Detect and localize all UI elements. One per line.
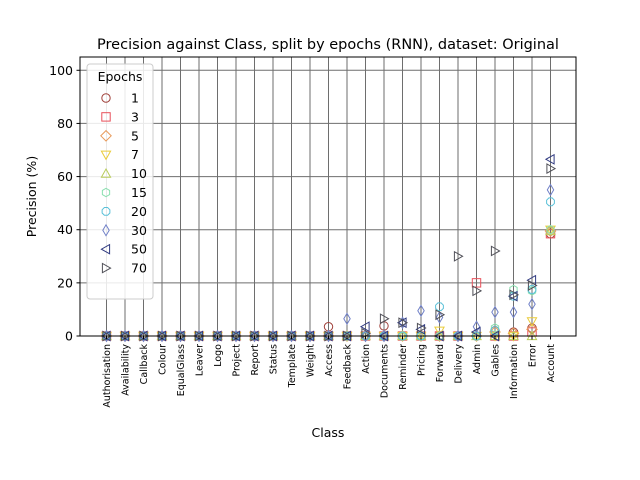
data-point	[471, 278, 482, 288]
data-point	[527, 280, 538, 291]
legend-label: 7	[131, 147, 139, 162]
legend-label: 70	[131, 261, 147, 276]
data-point	[509, 305, 518, 319]
data-point	[472, 320, 481, 334]
data-point	[546, 163, 557, 175]
data-point	[453, 250, 464, 262]
x-tick-label: Colour	[158, 344, 169, 375]
x-tick-label: Documents	[380, 344, 391, 398]
x-tick-label: Callback	[139, 344, 150, 385]
legend-title: Epochs	[98, 69, 143, 84]
legend-marker	[101, 262, 112, 274]
y-axis-label: Precision (%)	[24, 156, 39, 237]
legend-label: 1	[131, 91, 139, 106]
data-point	[435, 302, 444, 312]
x-tick-label: Weight	[306, 344, 317, 377]
legend-label: 15	[131, 185, 147, 200]
data-point	[359, 321, 370, 333]
legend-box	[86, 63, 154, 300]
data-point	[416, 322, 427, 334]
x-tick-label: Template	[287, 344, 298, 389]
y-tick-label: 60	[57, 169, 73, 184]
data-point	[528, 297, 536, 311]
x-tick-label: Reminder	[398, 344, 409, 390]
x-tick-label: Admin	[472, 344, 483, 374]
data-point	[417, 304, 425, 318]
x-tick-label: Availability	[121, 344, 132, 396]
x-tick-label: Authorisation	[102, 344, 113, 408]
data-point	[435, 309, 446, 321]
data-point	[490, 245, 501, 257]
data-point	[415, 323, 426, 335]
data-point	[526, 317, 538, 328]
data-point	[472, 285, 483, 297]
legend-marker	[100, 243, 111, 255]
data-point	[544, 153, 555, 165]
chart-title: Precision against Class, split by epochs…	[97, 37, 559, 53]
y-tick-label: 20	[57, 275, 73, 290]
x-tick-label: Action	[361, 344, 372, 374]
legend-marker	[101, 187, 111, 198]
data-point	[490, 323, 500, 333]
x-axis: Authorisation Availability Callback Colour E…	[102, 336, 557, 408]
data-point	[546, 197, 555, 207]
legend-label: 50	[131, 242, 147, 257]
x-tick-label: Forward	[435, 344, 446, 382]
data-point	[398, 331, 407, 341]
data-point	[507, 290, 518, 302]
data-point	[398, 317, 409, 329]
x-tick-label: EqualGlass	[176, 344, 187, 396]
x-tick-label: Access	[324, 344, 335, 377]
x-tick-label: Delivery	[454, 344, 465, 384]
data-point	[546, 224, 555, 235]
data-point	[490, 326, 500, 336]
legend-label: 20	[131, 204, 147, 219]
y-tick-label: 80	[57, 116, 73, 131]
x-tick-label: Information	[509, 344, 520, 399]
data-point	[546, 183, 555, 197]
x-tick-label: Report	[250, 344, 261, 376]
data-point	[343, 312, 351, 326]
legend-label: 30	[131, 223, 147, 238]
legend-marker	[101, 207, 111, 216]
x-tick-label: Pricing	[417, 344, 428, 376]
x-tick-label: Project	[232, 344, 243, 377]
legend-label: 10	[131, 166, 147, 181]
x-axis-label: Class	[312, 425, 345, 440]
data-point	[434, 326, 445, 337]
legend-label: 3	[131, 109, 139, 124]
legend-marker	[100, 167, 112, 178]
legend: Epochs 1 3 5 7 10 15 20 30 50 70	[86, 63, 154, 300]
data-point	[545, 225, 556, 236]
legend-marker	[100, 129, 112, 142]
y-tick-label: 0	[65, 329, 73, 344]
x-tick-label: Feedback	[343, 344, 354, 390]
legend-marker	[101, 112, 111, 122]
x-tick-label: Leaver	[195, 344, 206, 376]
y-tick-label: 40	[57, 222, 73, 237]
x-tick-label: Error	[528, 344, 539, 367]
data-point	[509, 289, 520, 301]
legend-marker	[102, 223, 110, 237]
y-tick-label: 100	[49, 63, 73, 78]
y-axis: 0 20 40 60 80 100	[49, 63, 80, 344]
data-point	[379, 313, 390, 325]
data-point	[491, 305, 499, 319]
data-point	[470, 326, 481, 338]
legend-label: 5	[131, 128, 139, 143]
data-point	[526, 323, 538, 336]
x-tick-label: Gables	[491, 344, 502, 377]
x-tick-label: Account	[546, 344, 557, 383]
legend-marker	[100, 150, 112, 161]
legend-marker	[101, 93, 111, 103]
x-tick-label: Status	[269, 344, 280, 374]
x-tick-label: Logo	[213, 344, 224, 367]
